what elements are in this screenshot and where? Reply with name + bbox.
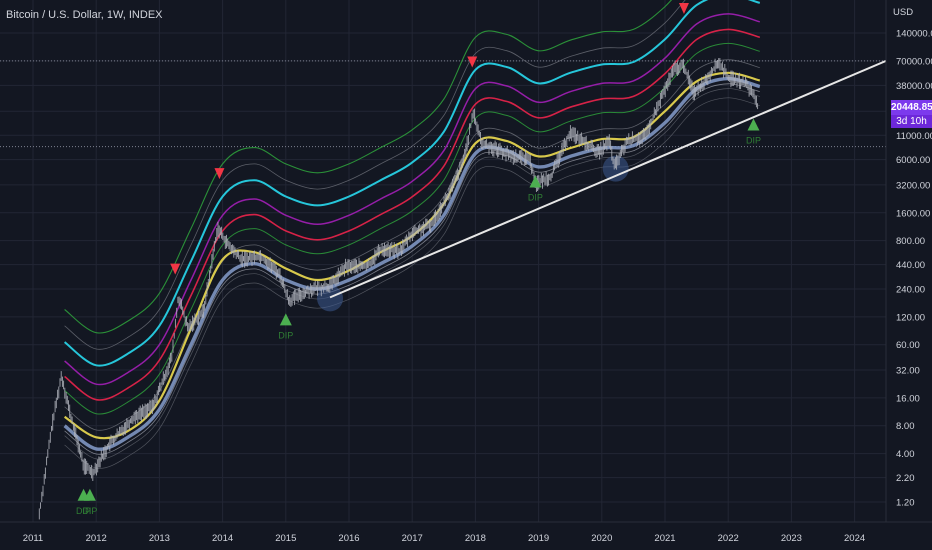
time-tick-label: 2022 — [718, 533, 739, 544]
envelope-band — [64, 0, 686, 350]
price-tick-label: 11000.00 — [896, 131, 932, 142]
envelope-band — [64, 0, 673, 334]
envelope-band — [64, 97, 760, 469]
price-axis: USD140000.0070000.0038000.0020000.001100… — [885, 0, 932, 550]
price-tick-label: 6000.00 — [896, 155, 930, 166]
price-tick-label: 440.00 — [896, 260, 925, 271]
buy-signal-triangle — [529, 175, 542, 188]
time-tick-label: 2020 — [591, 533, 612, 544]
chart-title: Bitcoin / U.S. Dollar, 1W, INDEX — [6, 9, 163, 21]
price-tick-label: 8.00 — [896, 421, 915, 432]
envelope-band — [64, 42, 760, 415]
highlight-circle — [602, 155, 629, 182]
time-tick-label: 2013 — [149, 533, 170, 544]
time-tick-label: 2018 — [465, 533, 486, 544]
price-tick-label: 3200.00 — [896, 180, 930, 191]
envelope-band — [64, 88, 760, 460]
time-tick-label: 2017 — [402, 533, 423, 544]
price-tick-label: 140000.00 — [896, 29, 932, 40]
price-tick-label: 240.00 — [896, 285, 925, 296]
buy-signal-triangle — [747, 118, 760, 131]
sell-signal-triangle — [678, 3, 689, 15]
buy-signal-triangle — [279, 313, 292, 326]
time-axis-bg — [0, 522, 932, 550]
envelope-band — [64, 83, 760, 455]
envelope-band — [64, 59, 760, 431]
sell-signal-triangle — [467, 56, 478, 68]
time-tick-label: 2019 — [528, 533, 549, 544]
time-axis: 2011 2012 2013 2014 2015 2016 2017 2018 2019 2020… — [0, 521, 932, 550]
buy-signal-label: DIP — [278, 330, 293, 340]
buy-signal-label: DIP — [528, 192, 543, 202]
grid — [0, 0, 886, 522]
time-tick-label: 2012 — [86, 533, 107, 544]
bar-countdown-tag: 3d 10h — [891, 115, 932, 128]
envelope-band — [63, 0, 761, 367]
price-tick-label: 2.20 — [896, 473, 915, 484]
envelope-band — [64, 28, 761, 401]
price-tick-label: 1600.00 — [896, 208, 930, 219]
envelope-bands — [63, 0, 761, 469]
price-tick-label: 800.00 — [896, 236, 925, 247]
time-tick-label: 2023 — [781, 533, 802, 544]
time-tick-label: 2014 — [212, 533, 233, 544]
sell-signal-triangle — [214, 168, 225, 180]
last-price-tag: 20448.85 — [891, 100, 932, 115]
price-tick-label: 120.00 — [896, 312, 925, 323]
buy-signal-triangle — [83, 488, 96, 501]
time-tick-label: 2024 — [844, 533, 865, 544]
price-tick-label: 32.00 — [896, 366, 920, 377]
time-tick-label: 2011 — [23, 533, 43, 544]
time-tick-label: 2015 — [275, 533, 296, 544]
time-tick-label: 2016 — [338, 533, 359, 544]
buy-signal-label: DIP — [746, 136, 761, 146]
price-tick-label: 4.00 — [896, 449, 915, 460]
price-candles — [38, 58, 759, 520]
price-tick-label: 16.00 — [896, 393, 920, 404]
price-axis-bg — [886, 0, 932, 550]
price-tick-label: 60.00 — [896, 340, 920, 351]
time-tick-label: 2021 — [654, 533, 675, 544]
buy-signal-label: DIP — [82, 506, 97, 516]
price-tick-label: 70000.00 — [896, 56, 932, 67]
price-tick-label: 1.20 — [896, 498, 915, 509]
buy-signal-label: DIP — [76, 506, 91, 516]
sell-signal-triangle — [170, 263, 181, 275]
price-tick-label: 38000.00 — [896, 81, 932, 92]
support-trendline — [329, 57, 893, 299]
price-axis-currency: USD — [893, 7, 913, 18]
